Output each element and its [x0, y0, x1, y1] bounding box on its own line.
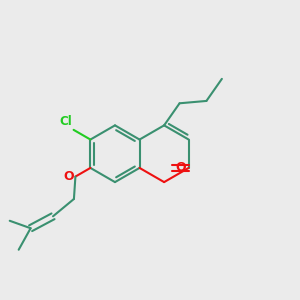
- Text: O: O: [176, 161, 187, 174]
- Text: O: O: [63, 170, 74, 183]
- Text: Cl: Cl: [59, 116, 72, 128]
